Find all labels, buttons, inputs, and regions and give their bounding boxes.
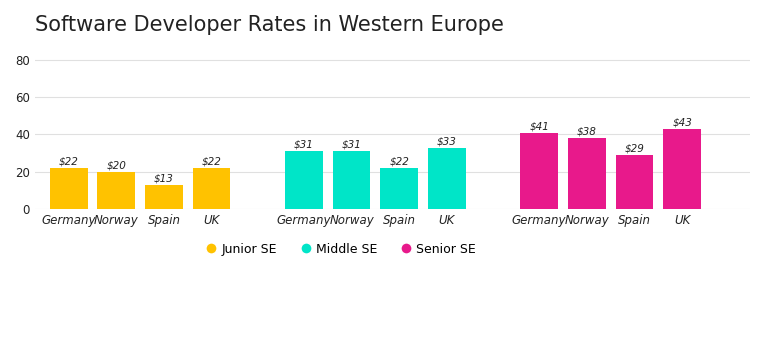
Bar xyxy=(50,168,87,209)
Text: $43: $43 xyxy=(672,118,692,127)
Legend: Junior SE, Middle SE, Senior SE: Junior SE, Middle SE, Senior SE xyxy=(202,237,483,262)
Text: $31: $31 xyxy=(294,140,314,150)
Bar xyxy=(568,138,606,209)
Text: $22: $22 xyxy=(202,157,222,167)
Bar xyxy=(285,151,323,209)
Bar xyxy=(663,129,701,209)
Text: $22: $22 xyxy=(389,157,409,167)
Bar xyxy=(333,151,370,209)
Text: $22: $22 xyxy=(59,157,79,167)
Bar xyxy=(145,185,183,209)
Bar xyxy=(520,133,558,209)
Text: $33: $33 xyxy=(437,136,457,146)
Text: Software Developer Rates in Western Europe: Software Developer Rates in Western Euro… xyxy=(34,15,503,35)
Text: $31: $31 xyxy=(342,140,362,150)
Bar xyxy=(616,155,653,209)
Bar xyxy=(428,147,466,209)
Text: $29: $29 xyxy=(624,144,644,154)
Text: $38: $38 xyxy=(577,127,597,137)
Text: $13: $13 xyxy=(154,174,174,184)
Text: $41: $41 xyxy=(529,121,549,131)
Bar xyxy=(193,168,230,209)
Bar xyxy=(97,172,135,209)
Text: $20: $20 xyxy=(106,161,126,171)
Bar xyxy=(380,168,418,209)
